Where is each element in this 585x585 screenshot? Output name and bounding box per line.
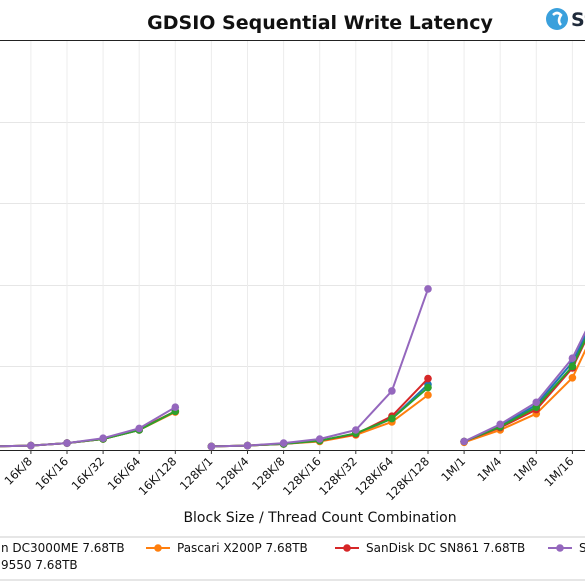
data-point (388, 414, 396, 423)
legend: n DC3000ME 7.68TB Pascari X200P 7.68TB San… (0, 536, 585, 581)
data-point (460, 437, 468, 446)
logo-text: St (571, 9, 585, 31)
chart-title: GDSIO Sequential Write Latency (147, 12, 493, 34)
logo-swirl-icon (552, 11, 563, 26)
grid-layer (0, 40, 585, 450)
data-point (568, 374, 577, 382)
legend-label: 9550 7.68TB (1, 558, 78, 572)
data-point (424, 383, 432, 392)
data-point (207, 442, 216, 451)
data-point (568, 354, 577, 363)
legend-label: SanDisk DC SN861 7.68TB (366, 541, 525, 555)
data-point (279, 439, 288, 447)
brand-logo: St (546, 8, 585, 31)
data-point (424, 391, 432, 399)
legend-label: Se (579, 541, 585, 555)
legend-item: Se (548, 541, 585, 555)
data-point (315, 435, 324, 443)
logo-mark-icon (546, 8, 568, 30)
legend-item: 9550 7.68TB (1, 558, 78, 572)
legend-item: SanDisk DC SN861 7.68TB (335, 541, 525, 555)
data-point (99, 434, 107, 443)
series-layer (0, 285, 585, 451)
legend-label: n DC3000ME 7.68TB (1, 541, 125, 555)
data-point (568, 362, 577, 371)
data-point (424, 285, 432, 293)
data-point (63, 439, 71, 447)
legend-box (0, 536, 585, 581)
data-point (532, 398, 541, 407)
legend-swatch-marker (154, 544, 162, 552)
data-point (352, 426, 360, 434)
legend-entries: n DC3000ME 7.68TB Pascari X200P 7.68TB San… (1, 541, 585, 572)
series-group (0, 285, 585, 451)
data-point (388, 387, 396, 395)
legend-swatch-marker (343, 544, 351, 552)
data-point (496, 420, 505, 429)
data-point (27, 441, 35, 450)
data-point (243, 441, 252, 450)
legend-item: n DC3000ME 7.68TB (1, 541, 125, 555)
data-point (171, 403, 180, 412)
legend-swatch-marker (556, 544, 564, 552)
data-point (135, 424, 143, 433)
data-point (424, 374, 432, 383)
x-axis-label: Block Size / Thread Count Combination (183, 510, 456, 526)
legend-item: Pascari X200P 7.68TB (146, 541, 308, 555)
legend-label: Pascari X200P 7.68TB (177, 541, 308, 555)
